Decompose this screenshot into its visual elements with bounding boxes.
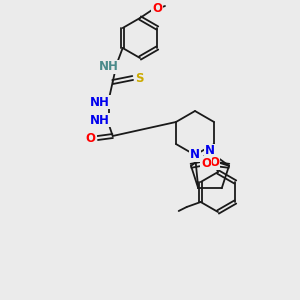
Text: NH: NH bbox=[90, 113, 110, 127]
Text: O: O bbox=[152, 2, 162, 16]
Text: O: O bbox=[201, 157, 211, 170]
Text: O: O bbox=[86, 131, 96, 145]
Text: N: N bbox=[205, 145, 215, 158]
Text: O: O bbox=[209, 156, 219, 169]
Text: NH: NH bbox=[90, 95, 110, 109]
Text: N: N bbox=[190, 148, 200, 161]
Text: NH: NH bbox=[99, 61, 118, 74]
Text: S: S bbox=[135, 71, 144, 85]
